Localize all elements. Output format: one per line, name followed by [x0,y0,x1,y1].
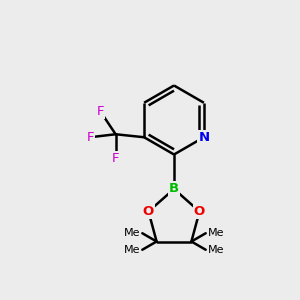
Text: Me: Me [208,228,225,238]
Text: F: F [112,152,119,165]
Text: F: F [97,105,104,118]
Text: F: F [86,131,94,144]
Text: O: O [143,205,154,218]
Text: Me: Me [208,245,225,255]
Text: Me: Me [123,228,140,238]
Text: Me: Me [123,245,140,255]
Text: N: N [198,131,209,144]
Text: O: O [194,205,205,218]
Text: B: B [169,182,179,196]
